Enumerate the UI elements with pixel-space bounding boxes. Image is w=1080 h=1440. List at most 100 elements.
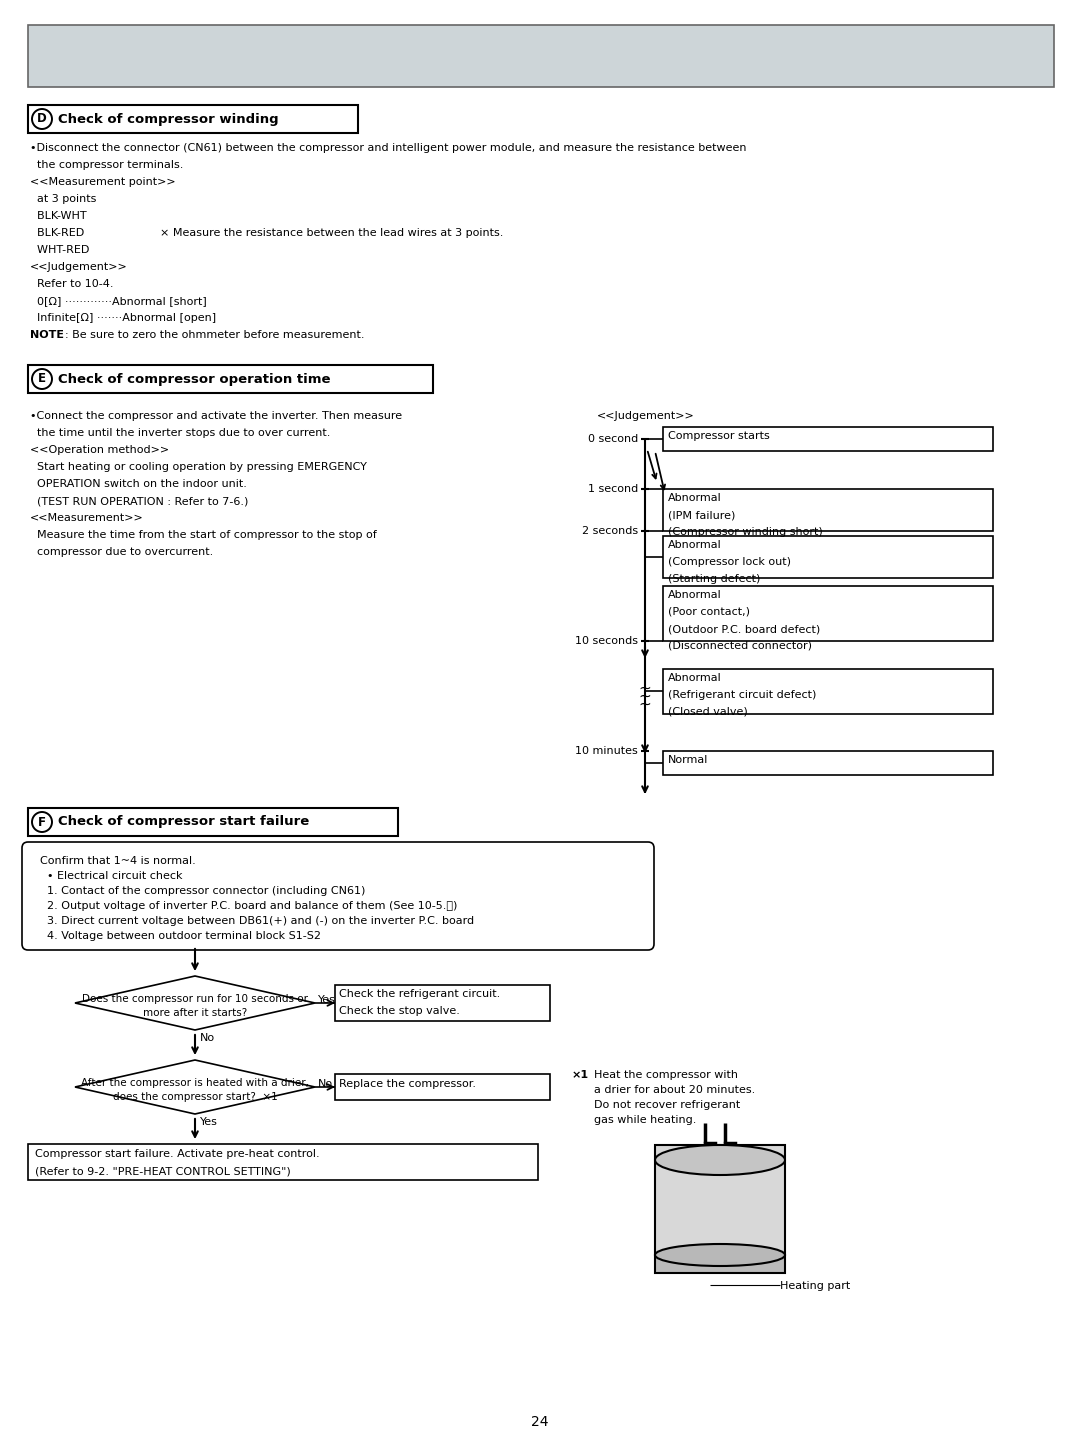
Text: ∼: ∼ bbox=[638, 681, 651, 696]
Text: Check the stop valve.: Check the stop valve. bbox=[339, 1007, 460, 1017]
Text: 10 minutes: 10 minutes bbox=[576, 746, 638, 756]
Circle shape bbox=[32, 109, 52, 130]
Text: Check of compressor winding: Check of compressor winding bbox=[58, 112, 279, 125]
Text: <<Judgement>>: <<Judgement>> bbox=[597, 410, 694, 420]
Text: × Measure the resistance between the lead wires at 3 points.: × Measure the resistance between the lea… bbox=[160, 228, 503, 238]
Text: (Starting defect): (Starting defect) bbox=[669, 575, 760, 585]
Text: BLK-RED: BLK-RED bbox=[30, 228, 84, 238]
Text: 2. Output voltage of inverter P.C. board and balance of them (See 10-5.ⓔ): 2. Output voltage of inverter P.C. board… bbox=[40, 901, 457, 912]
Text: Does the compressor run for 10 seconds or: Does the compressor run for 10 seconds o… bbox=[82, 994, 308, 1004]
Text: the time until the inverter stops due to over current.: the time until the inverter stops due to… bbox=[30, 428, 330, 438]
Text: (Compressor winding short): (Compressor winding short) bbox=[669, 527, 823, 537]
FancyBboxPatch shape bbox=[28, 808, 399, 837]
Polygon shape bbox=[75, 1060, 315, 1115]
Text: Check of compressor start failure: Check of compressor start failure bbox=[58, 815, 309, 828]
Text: Measure the time from the start of compressor to the stop of: Measure the time from the start of compr… bbox=[30, 530, 377, 540]
Text: (Poor contact,): (Poor contact,) bbox=[669, 608, 750, 616]
FancyBboxPatch shape bbox=[28, 364, 433, 393]
Text: 10 seconds: 10 seconds bbox=[575, 636, 638, 647]
Text: Check the refrigerant circuit.: Check the refrigerant circuit. bbox=[339, 989, 500, 999]
Text: E: E bbox=[38, 373, 46, 386]
Text: No: No bbox=[200, 1032, 215, 1043]
Text: (TEST RUN OPERATION : Refer to 7-6.): (TEST RUN OPERATION : Refer to 7-6.) bbox=[30, 495, 248, 505]
Text: (Refrigerant circuit defect): (Refrigerant circuit defect) bbox=[669, 690, 816, 700]
FancyBboxPatch shape bbox=[335, 1074, 550, 1100]
Text: does the compressor start?  ×1: does the compressor start? ×1 bbox=[112, 1092, 278, 1102]
Text: ×1: ×1 bbox=[572, 1070, 589, 1080]
Text: : Be sure to zero the ohmmeter before measurement.: : Be sure to zero the ohmmeter before me… bbox=[65, 330, 365, 340]
Text: 4. Voltage between outdoor terminal block S1-S2: 4. Voltage between outdoor terminal bloc… bbox=[40, 932, 321, 940]
Polygon shape bbox=[75, 976, 315, 1030]
Text: ∼: ∼ bbox=[638, 697, 651, 711]
Text: (Compressor lock out): (Compressor lock out) bbox=[669, 557, 791, 567]
Text: • Electrical circuit check: • Electrical circuit check bbox=[40, 871, 183, 881]
FancyBboxPatch shape bbox=[22, 842, 654, 950]
Text: WHT-RED: WHT-RED bbox=[30, 245, 90, 255]
FancyBboxPatch shape bbox=[654, 1256, 785, 1273]
Text: 1. Contact of the compressor connector (including CN61): 1. Contact of the compressor connector (… bbox=[40, 886, 365, 896]
Text: (IPM failure): (IPM failure) bbox=[669, 510, 735, 520]
Text: a drier for about 20 minutes.: a drier for about 20 minutes. bbox=[594, 1084, 755, 1094]
Text: (Closed valve): (Closed valve) bbox=[669, 707, 747, 717]
Text: ∼: ∼ bbox=[638, 688, 651, 704]
Text: Check of compressor operation time: Check of compressor operation time bbox=[58, 373, 330, 386]
Text: 24: 24 bbox=[531, 1416, 549, 1428]
FancyBboxPatch shape bbox=[663, 536, 993, 577]
FancyBboxPatch shape bbox=[663, 428, 993, 451]
Text: Replace the compressor.: Replace the compressor. bbox=[339, 1079, 476, 1089]
Text: <<Measurement point>>: <<Measurement point>> bbox=[30, 177, 176, 187]
Text: Confirm that 1~4 is normal.: Confirm that 1~4 is normal. bbox=[40, 855, 195, 865]
FancyBboxPatch shape bbox=[654, 1145, 785, 1256]
Text: 0[Ω] ·············Abnormal [short]: 0[Ω] ·············Abnormal [short] bbox=[30, 297, 206, 307]
Text: 2 seconds: 2 seconds bbox=[582, 526, 638, 536]
Text: No: No bbox=[318, 1079, 333, 1089]
Text: Yes: Yes bbox=[318, 995, 336, 1005]
Text: <<Measurement>>: <<Measurement>> bbox=[30, 513, 144, 523]
Text: Infinite[Ω] ·······Abnormal [open]: Infinite[Ω] ·······Abnormal [open] bbox=[30, 312, 216, 323]
Text: (Refer to 9-2. "PRE-HEAT CONTROL SETTING"): (Refer to 9-2. "PRE-HEAT CONTROL SETTING… bbox=[35, 1166, 291, 1176]
FancyBboxPatch shape bbox=[663, 752, 993, 775]
Circle shape bbox=[32, 369, 52, 389]
Text: at 3 points: at 3 points bbox=[30, 194, 96, 204]
Text: Compressor start failure. Activate pre-heat control.: Compressor start failure. Activate pre-h… bbox=[35, 1149, 320, 1159]
Text: Heating part: Heating part bbox=[780, 1282, 850, 1292]
Text: <<Judgement>>: <<Judgement>> bbox=[30, 262, 127, 272]
FancyBboxPatch shape bbox=[663, 586, 993, 641]
Text: After the compressor is heated with a drier,: After the compressor is heated with a dr… bbox=[81, 1079, 309, 1089]
FancyBboxPatch shape bbox=[335, 985, 550, 1021]
Text: 0 second: 0 second bbox=[588, 433, 638, 444]
Text: Abnormal: Abnormal bbox=[669, 590, 721, 600]
Text: F: F bbox=[38, 815, 46, 828]
FancyBboxPatch shape bbox=[663, 490, 993, 531]
FancyBboxPatch shape bbox=[28, 24, 1054, 86]
Text: OPERATION switch on the indoor unit.: OPERATION switch on the indoor unit. bbox=[30, 480, 247, 490]
Ellipse shape bbox=[654, 1145, 785, 1175]
Text: compressor due to overcurrent.: compressor due to overcurrent. bbox=[30, 547, 213, 557]
Text: Yes: Yes bbox=[200, 1117, 218, 1128]
Text: Start heating or cooling operation by pressing EMERGENCY: Start heating or cooling operation by pr… bbox=[30, 462, 367, 472]
Text: Do not recover refrigerant: Do not recover refrigerant bbox=[594, 1100, 740, 1110]
Ellipse shape bbox=[654, 1244, 785, 1266]
Text: BLK-WHT: BLK-WHT bbox=[30, 212, 86, 220]
FancyBboxPatch shape bbox=[28, 105, 357, 132]
Text: •Disconnect the connector (CN61) between the compressor and intelligent power mo: •Disconnect the connector (CN61) between… bbox=[30, 143, 746, 153]
FancyBboxPatch shape bbox=[663, 670, 993, 714]
Text: Compressor starts: Compressor starts bbox=[669, 431, 770, 441]
Text: D: D bbox=[37, 112, 46, 125]
Text: the compressor terminals.: the compressor terminals. bbox=[30, 160, 184, 170]
Text: more after it starts?: more after it starts? bbox=[143, 1008, 247, 1018]
Text: Normal: Normal bbox=[669, 755, 708, 765]
Text: gas while heating.: gas while heating. bbox=[594, 1115, 697, 1125]
Circle shape bbox=[32, 812, 52, 832]
Text: 3. Direct current voltage between DB61(+) and (-) on the inverter P.C. board: 3. Direct current voltage between DB61(+… bbox=[40, 916, 474, 926]
Text: <<Operation method>>: <<Operation method>> bbox=[30, 445, 170, 455]
Text: Abnormal: Abnormal bbox=[669, 672, 721, 683]
Text: Refer to 10-4.: Refer to 10-4. bbox=[30, 279, 113, 289]
Text: Abnormal: Abnormal bbox=[669, 540, 721, 550]
Text: (Disconnected connector): (Disconnected connector) bbox=[669, 641, 812, 651]
Text: 1 second: 1 second bbox=[588, 484, 638, 494]
FancyBboxPatch shape bbox=[28, 1143, 538, 1179]
Text: NOTE: NOTE bbox=[30, 330, 64, 340]
Text: Heat the compressor with: Heat the compressor with bbox=[594, 1070, 738, 1080]
Text: •Connect the compressor and activate the inverter. Then measure: •Connect the compressor and activate the… bbox=[30, 410, 402, 420]
